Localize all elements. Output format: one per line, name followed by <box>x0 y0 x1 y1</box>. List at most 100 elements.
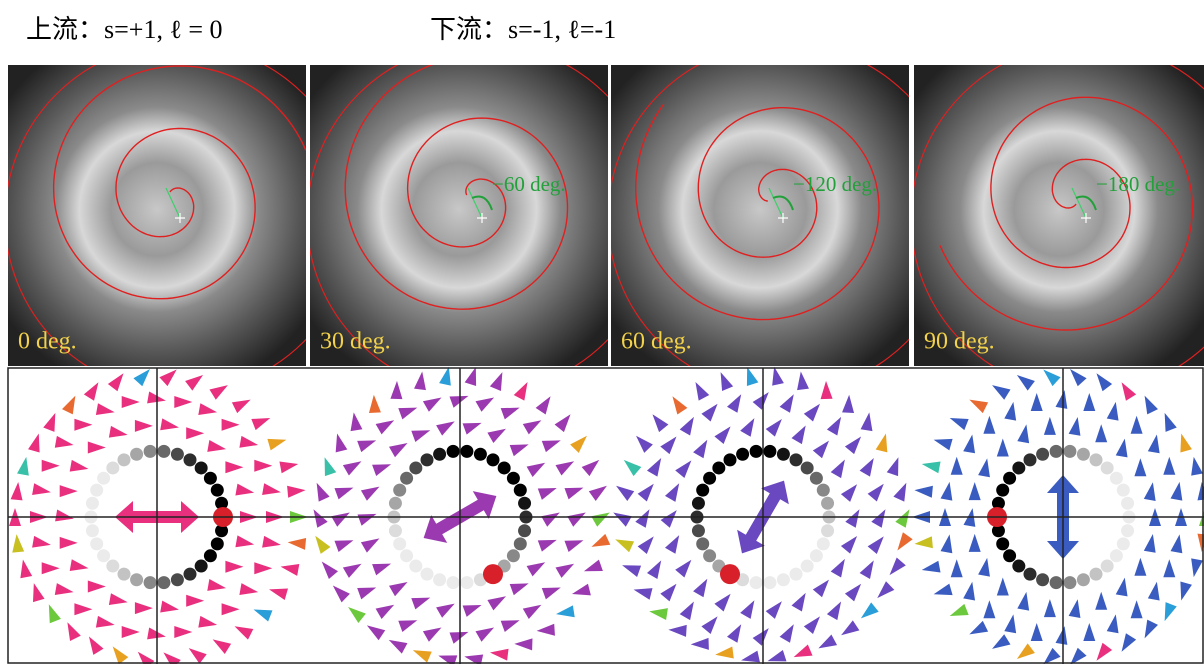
micrograph <box>310 65 608 366</box>
ring-dot <box>1090 568 1103 581</box>
ring-dot <box>724 453 737 466</box>
ring-dot <box>421 453 434 466</box>
ring-dot <box>821 497 834 510</box>
ring-dot <box>86 524 99 537</box>
ring-dot <box>514 484 527 497</box>
ring-dot <box>790 453 803 466</box>
ring-dot <box>692 497 705 510</box>
ring-dot <box>1101 461 1114 474</box>
ring-dot <box>211 537 224 550</box>
ring-dot <box>144 576 157 589</box>
ring-dot <box>777 573 790 586</box>
ring-dot <box>1050 576 1063 589</box>
ring-dot <box>518 524 531 537</box>
angle-label: 0 deg. <box>18 329 77 355</box>
image-panel: 60 deg.−120 deg. <box>608 43 958 393</box>
ring-dot <box>736 448 749 461</box>
header-upstream: 上流：s=+1, ℓ = 0 <box>26 15 223 44</box>
ring-dot <box>712 461 725 474</box>
ring-dot <box>118 568 131 581</box>
micrograph <box>914 65 1204 366</box>
angle-annotation: −60 deg. <box>492 172 566 196</box>
ring-dot <box>703 549 716 562</box>
ring-dot <box>821 524 834 537</box>
ring-dot <box>1121 497 1134 510</box>
angle-annotation: −120 deg. <box>793 172 877 196</box>
ring-dot <box>487 453 500 466</box>
ring-dot <box>195 560 208 573</box>
ring-dot <box>433 448 446 461</box>
ring-dot <box>460 445 473 458</box>
ring-dot <box>118 453 131 466</box>
ring-dot <box>204 549 217 562</box>
ring-dot <box>90 537 103 550</box>
micrograph <box>8 65 306 366</box>
ring-dot <box>421 568 434 581</box>
ring-dot <box>1036 448 1049 461</box>
ring-dot <box>1050 445 1063 458</box>
ring-dot <box>507 472 520 485</box>
ring-dot <box>801 461 814 474</box>
ring-dot <box>1012 560 1025 573</box>
ring-dot <box>692 524 705 537</box>
header-downstream: 下流：s=-1, ℓ=-1 <box>430 15 616 44</box>
ring-dot <box>144 445 157 458</box>
image-panel: 30 deg. −60 deg. <box>307 43 657 393</box>
ring-dot <box>211 484 224 497</box>
ring-dot <box>1110 549 1123 562</box>
ring-dot <box>157 576 170 589</box>
ring-dot <box>1077 448 1090 461</box>
angle-label: 90 deg. <box>924 329 995 355</box>
ring-dot <box>1024 568 1037 581</box>
ring-dot <box>498 461 511 474</box>
angle-annotation: −180 deg. <box>1096 172 1180 196</box>
ring-dot <box>1003 549 1016 562</box>
ring-dot <box>1024 453 1037 466</box>
ring-dot <box>817 537 830 550</box>
ring-dot <box>750 445 763 458</box>
ring-dot <box>86 497 99 510</box>
ring-dot <box>106 560 119 573</box>
ring-dot <box>90 484 103 497</box>
image-panel: 0 deg. <box>5 43 355 393</box>
ring-dot <box>97 472 110 485</box>
ring-dot <box>810 472 823 485</box>
ring-dot <box>409 560 422 573</box>
ring-dot <box>1012 461 1025 474</box>
ring-dot <box>447 576 460 589</box>
ring-dot <box>97 549 110 562</box>
ring-dot <box>514 537 527 550</box>
ring-dot <box>447 445 460 458</box>
ring-dot <box>696 537 709 550</box>
ring-dot <box>106 461 119 474</box>
ring-dot <box>817 484 830 497</box>
ring-dot <box>400 549 413 562</box>
image-panel: 90 deg. −180 deg. <box>911 43 1204 393</box>
ring-dot <box>1077 573 1090 586</box>
ring-dot <box>409 461 422 474</box>
figure: 上流：s=+1, ℓ = 0 下流：s=-1, ℓ=-1 0 deg. 30 de… <box>0 0 1204 664</box>
ring-dot <box>1117 484 1130 497</box>
red-dot <box>720 564 740 584</box>
ring-dot <box>996 537 1009 550</box>
ring-dot <box>184 568 197 581</box>
ring-dot <box>389 497 402 510</box>
angle-label: 30 deg. <box>320 329 391 355</box>
ring-dot <box>389 524 402 537</box>
ring-dot <box>1110 472 1123 485</box>
ring-dot <box>696 484 709 497</box>
ring-dot <box>507 549 520 562</box>
ring-dot <box>171 448 184 461</box>
ring-dot <box>1101 560 1114 573</box>
red-dot <box>483 564 503 584</box>
ring-dot <box>996 484 1009 497</box>
ring-dot <box>195 461 208 474</box>
ring-dot <box>1117 537 1130 550</box>
ring-dot <box>400 472 413 485</box>
ring-dot <box>1036 573 1049 586</box>
ring-dot <box>790 568 803 581</box>
ring-dot <box>750 576 763 589</box>
ring-dot <box>157 445 170 458</box>
ring-dot <box>130 573 143 586</box>
ring-dot <box>130 448 143 461</box>
